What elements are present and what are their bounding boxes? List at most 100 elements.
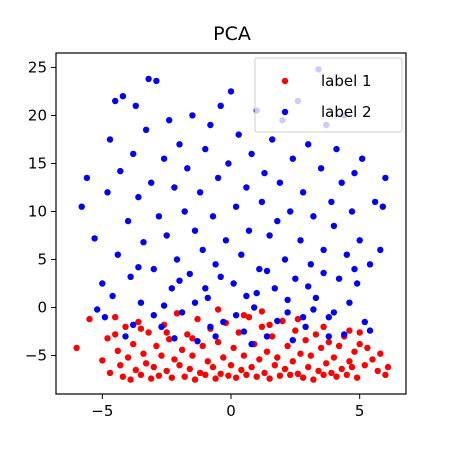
point-series-2-30 <box>169 285 175 291</box>
point-series-2-49 <box>218 103 224 109</box>
point-series-2-120 <box>151 312 157 318</box>
point-series-2-28 <box>164 232 170 238</box>
chart-title: PCA <box>213 23 251 45</box>
legend-marker-series-1 <box>282 78 288 84</box>
point-series-2-6 <box>104 189 110 195</box>
point-series-2-131 <box>135 264 141 270</box>
point-series-1-116 <box>164 329 170 335</box>
point-series-2-95 <box>336 276 342 282</box>
point-series-1-14 <box>133 367 139 373</box>
point-series-1-46 <box>215 339 221 345</box>
point-series-2-111 <box>94 306 100 312</box>
point-series-1-106 <box>377 351 383 357</box>
point-series-2-66 <box>261 170 267 176</box>
point-series-1-105 <box>375 368 381 374</box>
point-series-1-114 <box>320 324 326 330</box>
point-series-2-82 <box>302 324 308 330</box>
point-series-2-45 <box>207 122 213 128</box>
point-series-2-17 <box>135 194 141 200</box>
point-series-1-59 <box>248 364 254 370</box>
y-tick-label: 20 <box>28 106 47 124</box>
point-series-2-59 <box>243 184 249 190</box>
point-series-1-72 <box>282 366 288 372</box>
point-series-1-48 <box>220 354 226 360</box>
point-series-1-52 <box>230 345 236 351</box>
point-series-2-11 <box>120 93 126 99</box>
point-series-1-8 <box>117 362 123 368</box>
point-series-1-112 <box>266 322 272 328</box>
point-series-2-77 <box>290 156 296 162</box>
point-series-2-100 <box>349 208 355 214</box>
y-axis: −5 0 5 10 15 20 25 <box>25 58 56 364</box>
point-series-2-12 <box>122 333 128 339</box>
point-series-2-41 <box>197 189 203 195</box>
point-series-2-74 <box>282 256 288 262</box>
point-series-2-109 <box>380 204 386 210</box>
point-series-2-136 <box>351 266 357 272</box>
point-series-2-84 <box>308 261 314 267</box>
point-series-1-101 <box>357 341 363 347</box>
point-series-2-80 <box>297 237 303 243</box>
point-series-1-36 <box>189 352 195 358</box>
point-series-2-115 <box>248 341 254 347</box>
point-series-2-55 <box>233 204 239 210</box>
point-series-2-134 <box>264 268 270 274</box>
point-series-2-44 <box>205 295 211 301</box>
point-series-2-58 <box>241 328 247 334</box>
point-series-2-71 <box>274 218 280 224</box>
point-series-2-133 <box>218 274 224 280</box>
legend-label-series-2: label 2 <box>321 103 372 121</box>
y-tick-label: 25 <box>28 58 47 76</box>
point-series-1-100 <box>354 375 360 381</box>
point-series-1-16 <box>138 372 144 378</box>
point-series-1-99 <box>351 349 357 355</box>
point-series-2-38 <box>189 112 195 118</box>
point-series-1-45 <box>212 375 218 381</box>
point-series-1-88 <box>323 360 329 366</box>
point-series-2-118 <box>367 327 373 333</box>
point-series-2-128 <box>254 290 260 296</box>
point-series-2-127 <box>212 333 218 339</box>
point-series-2-86 <box>313 295 319 301</box>
point-series-1-86 <box>318 345 324 351</box>
point-series-1-3 <box>99 357 105 363</box>
point-series-2-39 <box>192 228 198 234</box>
point-series-1-92 <box>333 374 339 380</box>
point-series-1-5 <box>107 370 113 376</box>
point-series-2-69 <box>269 136 275 142</box>
point-series-1-21 <box>151 364 157 370</box>
point-series-1-66 <box>266 375 272 381</box>
y-tick-label: 0 <box>37 299 47 317</box>
point-series-1-78 <box>297 351 303 357</box>
point-series-2-7 <box>107 136 113 142</box>
point-series-1-107 <box>382 372 388 378</box>
point-series-2-75 <box>284 309 290 315</box>
point-series-1-40 <box>200 343 206 349</box>
point-series-2-83 <box>305 141 311 147</box>
point-series-1-2 <box>86 316 92 322</box>
point-series-1-104 <box>369 356 375 362</box>
x-tick-label: 0 <box>226 402 236 420</box>
point-series-2-94 <box>333 146 339 152</box>
point-series-1-11 <box>125 354 131 360</box>
point-series-2-18 <box>138 300 144 306</box>
point-series-2-70 <box>272 285 278 291</box>
point-series-1-76 <box>292 327 298 333</box>
point-series-2-125 <box>341 331 347 337</box>
point-series-2-14 <box>127 274 133 280</box>
point-series-1-32 <box>179 347 185 353</box>
point-series-2-60 <box>246 228 252 234</box>
point-series-1-31 <box>176 362 182 368</box>
point-series-1-62 <box>256 356 262 362</box>
point-series-1-1 <box>73 345 79 351</box>
point-series-2-78 <box>292 276 298 282</box>
point-series-1-103 <box>364 345 370 351</box>
point-series-2-138 <box>243 293 249 299</box>
point-series-2-102 <box>354 280 360 286</box>
point-series-2-105 <box>362 319 368 325</box>
point-series-1-97 <box>346 358 352 364</box>
point-series-2-56 <box>236 131 242 137</box>
point-series-2-130 <box>331 309 337 315</box>
point-series-1-109 <box>138 326 144 332</box>
